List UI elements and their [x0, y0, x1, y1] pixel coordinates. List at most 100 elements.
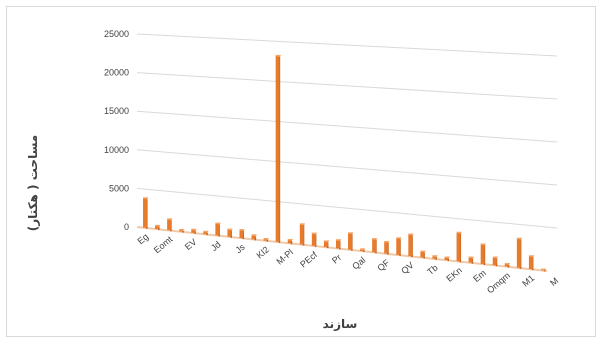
gridlines [136, 33, 558, 229]
bar-side [182, 230, 184, 233]
y-tick-label: 0 [124, 222, 129, 232]
bar [167, 219, 172, 231]
bar [275, 55, 280, 242]
bar-top [143, 197, 149, 199]
gridline [136, 110, 558, 143]
bar [299, 224, 304, 245]
floor-line [136, 226, 548, 272]
bar [311, 233, 316, 246]
x-tick-label: Jd [209, 239, 223, 253]
bar [348, 233, 353, 250]
bar-top [335, 239, 341, 241]
x-tick-label: EKn [444, 265, 463, 284]
bar [504, 263, 509, 267]
bar-top [384, 240, 390, 243]
bar [420, 251, 425, 258]
bar [239, 230, 244, 238]
bar [323, 241, 328, 248]
bar-top [191, 228, 197, 231]
x-tick-label: Pr [330, 252, 343, 265]
bar-top [432, 255, 438, 257]
bar [227, 229, 232, 237]
x-tick-label: EV [183, 237, 199, 252]
gridline [136, 187, 558, 229]
bar-top [528, 255, 534, 257]
x-tick-label: Eomt [152, 234, 175, 255]
bar [215, 223, 220, 236]
bar [203, 231, 208, 235]
bar-top [299, 223, 305, 225]
x-tick-label: Js [233, 242, 247, 256]
bar-top [263, 237, 269, 240]
bar-top [420, 250, 426, 253]
bar-top [179, 228, 185, 231]
bar [155, 225, 160, 229]
bar-top [360, 248, 366, 250]
gridline [136, 149, 558, 186]
bar [384, 241, 389, 254]
y-tick-label: 20000 [104, 68, 129, 78]
bar [408, 234, 413, 257]
bar-top [468, 256, 474, 259]
bar [444, 257, 449, 260]
bar [492, 257, 497, 266]
bar [335, 240, 340, 249]
bar-top [215, 222, 221, 225]
x-tick-label: Kl2 [255, 244, 271, 260]
y-tick-label: 5000 [109, 183, 129, 193]
bar [516, 238, 521, 268]
bar-side [363, 250, 365, 252]
bars [143, 54, 546, 272]
bar-top [480, 243, 486, 245]
bar [251, 235, 256, 240]
bar-top [287, 238, 293, 241]
y-tick-labels: 0 5000 10000 15000 20000 25000 [104, 29, 129, 232]
gridline [136, 72, 558, 100]
x-tick-label: M1 [520, 273, 536, 289]
chart-area: 0 5000 10000 15000 20000 25000 Eg Eomt EV Jd Js Kl… [6, 6, 596, 337]
bar-side [266, 239, 269, 242]
bar [191, 229, 196, 233]
bar [432, 256, 437, 259]
x-tick-label: QV [399, 260, 415, 276]
bar-top [227, 228, 233, 231]
bar-top [155, 224, 161, 227]
y-tick-label: 15000 [104, 106, 129, 116]
bar [287, 239, 292, 244]
bar-top [504, 262, 510, 265]
bar-top [408, 233, 414, 236]
bar-top [275, 54, 281, 57]
bar-top [444, 256, 450, 258]
bar [468, 257, 473, 263]
bar-top [372, 238, 378, 240]
bar-top [239, 229, 245, 231]
bar [396, 238, 401, 255]
bar [480, 244, 485, 264]
x-axis-title: سازند [323, 317, 358, 331]
bar [360, 249, 365, 251]
bar-top [396, 237, 402, 239]
bar [456, 232, 461, 262]
y-axis-title: مساحت ( هکتار) [26, 135, 40, 231]
bar [143, 198, 148, 228]
bar [528, 256, 533, 270]
bar-top [492, 256, 498, 259]
bar [263, 238, 268, 241]
bar-top [311, 232, 317, 235]
bar-top [516, 237, 522, 240]
bar [179, 229, 184, 232]
gridline [136, 33, 558, 57]
x-tick-label: Eg [135, 232, 150, 247]
bar-chart: 0 5000 10000 15000 20000 25000 Eg Eomt EV Jd Js Kl… [26, 29, 560, 331]
bar [372, 239, 377, 253]
bar-top [167, 218, 173, 220]
x-tick-label: Omqm [485, 270, 512, 295]
y-tick-label: 25000 [104, 29, 129, 39]
bar-top [203, 230, 209, 233]
bar-side [543, 270, 546, 272]
x-tick-label: QF [375, 257, 391, 273]
bar-top [456, 231, 462, 234]
bar-top [348, 232, 354, 234]
bar-top [251, 234, 257, 236]
x-tick-label: PEcf [298, 249, 319, 269]
